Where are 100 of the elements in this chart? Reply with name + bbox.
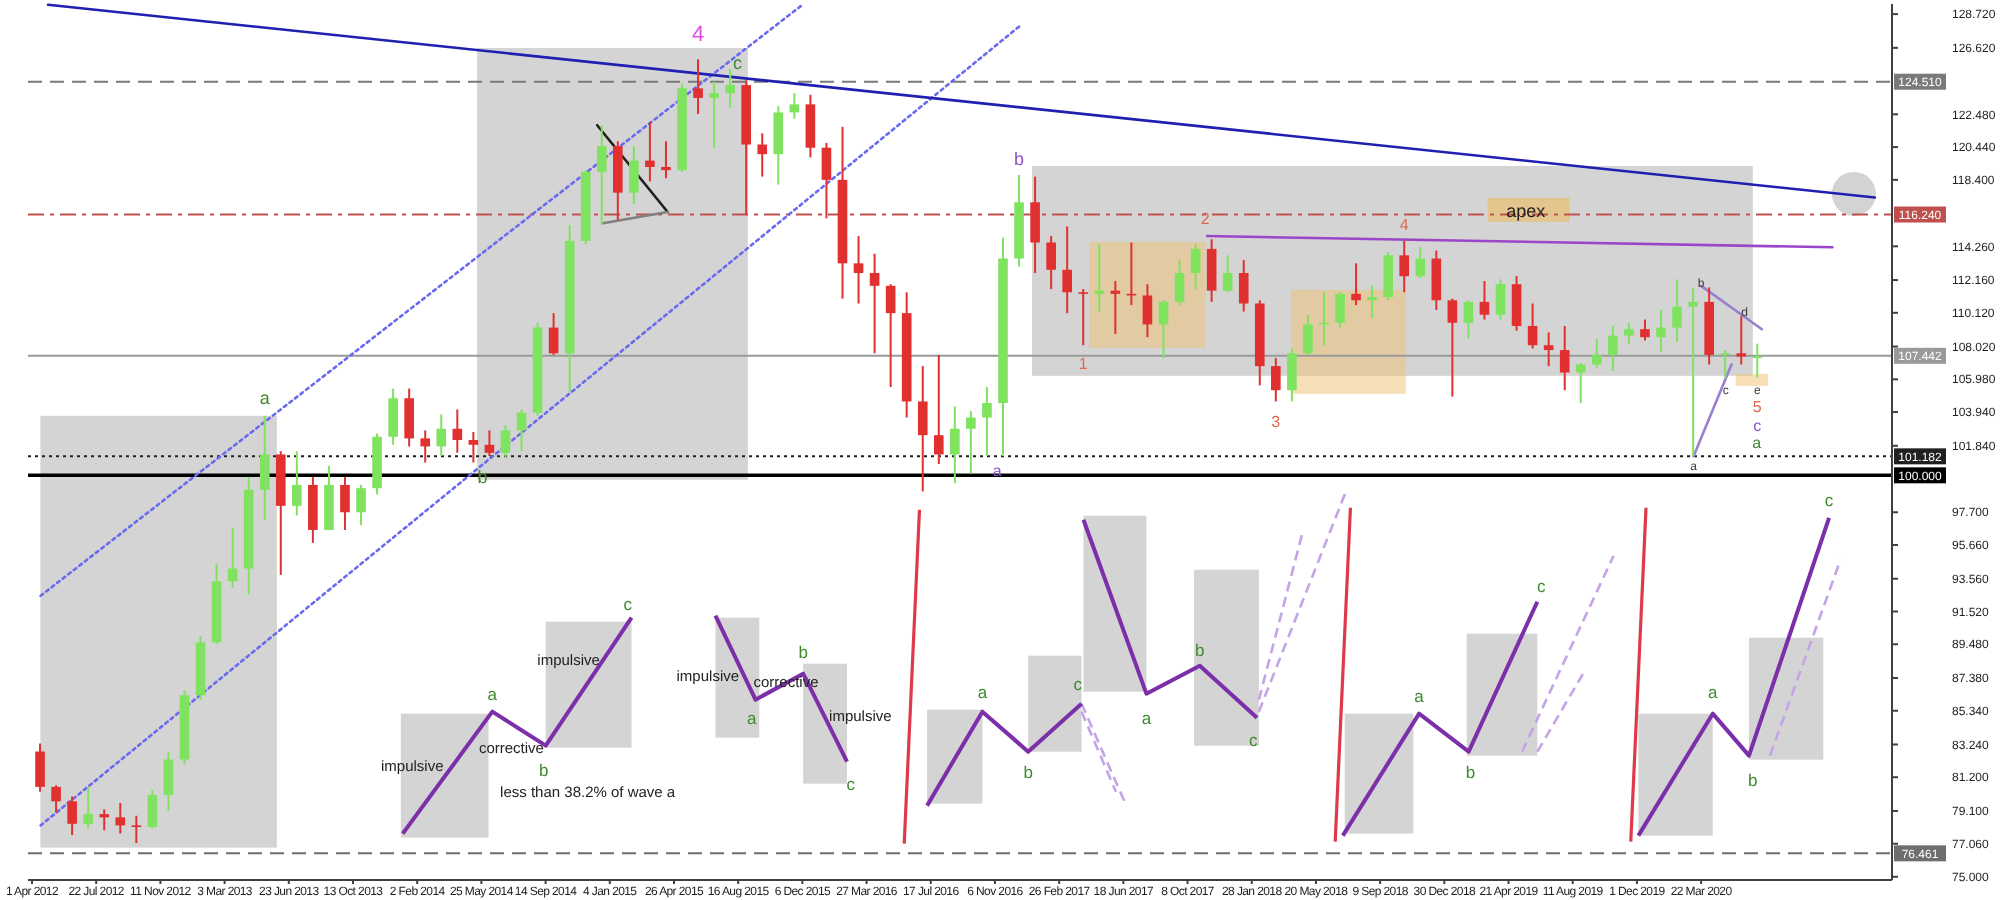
candlestick — [709, 80, 719, 149]
candlestick — [452, 408, 463, 454]
candlestick — [725, 68, 735, 109]
candlestick — [131, 814, 142, 845]
annotation: a — [1708, 681, 1719, 702]
candlestick — [596, 124, 607, 226]
candlestick — [1367, 284, 1377, 319]
candlestick — [324, 464, 334, 531]
candlestick — [1335, 291, 1345, 329]
candlestick — [693, 58, 703, 115]
annotation: 5 — [1752, 397, 1763, 416]
candlestick — [115, 801, 126, 835]
candlestick — [1303, 313, 1313, 356]
candlestick — [1656, 308, 1666, 353]
candlestick — [1399, 239, 1410, 294]
candlestick — [1591, 337, 1602, 369]
annotation: c — [1824, 489, 1835, 510]
candlestick — [1447, 297, 1458, 398]
annotation: c — [623, 593, 634, 614]
annotation: c — [1536, 575, 1547, 596]
candlestick — [1351, 262, 1361, 307]
annotation: c — [846, 773, 857, 794]
annotation: b — [1014, 149, 1025, 170]
annotation: c — [1248, 729, 1259, 750]
candlestick — [468, 430, 479, 464]
candlestick — [356, 483, 366, 527]
annotation: 3 — [1271, 413, 1282, 432]
annotation: a — [1414, 685, 1425, 706]
candlestick — [869, 252, 880, 355]
candlestick — [388, 387, 398, 446]
annotation: b — [798, 641, 809, 662]
candlestick — [1543, 331, 1554, 368]
candlestick — [1062, 225, 1072, 315]
candlestick — [1271, 357, 1281, 403]
candlestick — [853, 235, 864, 305]
candlestick — [51, 784, 61, 814]
candlestick — [789, 92, 800, 120]
candlestick — [950, 405, 960, 485]
candlestick — [227, 527, 238, 589]
candlestick — [1094, 243, 1105, 313]
candlestick — [821, 141, 832, 220]
candlestick — [1736, 315, 1747, 366]
candlestick — [629, 145, 639, 205]
candlestick — [1511, 275, 1522, 332]
candlestick — [612, 140, 623, 221]
candlestick — [1672, 278, 1682, 344]
candlestick — [805, 93, 816, 159]
candlestick — [917, 365, 928, 493]
annotation: a — [1141, 707, 1152, 728]
candlestick — [661, 140, 671, 180]
annotation: b — [1465, 761, 1476, 782]
candlestick — [1608, 324, 1618, 372]
candlestick — [1640, 318, 1650, 342]
annotation: c — [1073, 673, 1084, 694]
candlestick — [83, 785, 93, 830]
candlestick — [292, 450, 302, 517]
candlestick — [1688, 286, 1698, 458]
candlestick — [1174, 259, 1185, 307]
candlestick — [1624, 321, 1634, 345]
candlestick — [259, 414, 270, 522]
candlestick — [484, 429, 495, 458]
candlestick — [1720, 349, 1731, 380]
annotation: 4 — [691, 23, 705, 48]
candlestick — [1575, 361, 1586, 405]
candlestick — [933, 353, 944, 466]
annotation: b — [1023, 761, 1034, 782]
candlestick — [516, 408, 527, 453]
annotation: 2 — [1200, 209, 1211, 228]
candlestick — [1479, 280, 1490, 321]
candlestick — [147, 789, 158, 830]
candlestick — [1527, 302, 1538, 350]
annotation: a — [1752, 434, 1763, 453]
candlestick — [67, 795, 77, 837]
candlestick — [885, 283, 896, 388]
annotation: 1 — [1078, 354, 1089, 373]
candlestick — [340, 475, 350, 531]
candlestick — [1431, 249, 1442, 311]
annotation: a — [487, 683, 498, 704]
candlestick — [1238, 259, 1249, 313]
candlestick — [1222, 254, 1233, 294]
candlestick — [757, 132, 768, 178]
candlestick — [1158, 299, 1169, 360]
annotation: 4 — [1399, 216, 1410, 235]
annotation: a — [259, 388, 270, 409]
candlestick — [1078, 288, 1089, 347]
candlestick — [1752, 342, 1763, 379]
candlestick — [308, 475, 318, 544]
candlestick — [163, 750, 174, 812]
candlestick — [1030, 175, 1040, 274]
annotation: b — [1748, 769, 1759, 790]
candlestick — [982, 386, 992, 458]
candlestick — [1287, 347, 1297, 403]
candlestick — [420, 429, 431, 464]
candlestick — [773, 104, 784, 186]
candlestick — [645, 121, 655, 183]
candlestick — [1559, 324, 1570, 392]
candlestick — [548, 312, 559, 356]
candlestick — [99, 808, 110, 832]
candlestick — [1046, 235, 1056, 291]
candlestick — [1495, 278, 1506, 321]
